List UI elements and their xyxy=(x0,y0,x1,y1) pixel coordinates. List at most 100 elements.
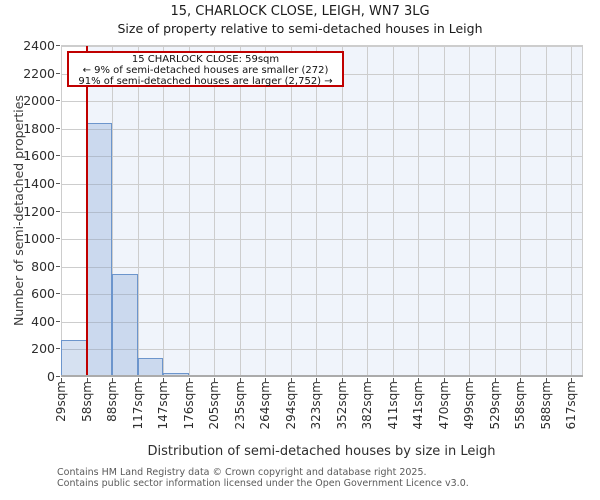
horizontal-gridline xyxy=(61,156,582,158)
x-tick-mark xyxy=(86,378,88,382)
x-tick-label: 617sqm xyxy=(564,381,578,430)
x-tick-mark xyxy=(163,378,164,382)
annotation-line-3: 91% of semi-detached houses are larger (… xyxy=(78,76,333,87)
vertical-gridline xyxy=(367,46,368,377)
y-tick-mark xyxy=(56,265,60,267)
x-axis-line xyxy=(61,375,583,377)
y-tick-mark xyxy=(56,100,60,102)
horizontal-gridline xyxy=(61,266,582,268)
y-tick-mark xyxy=(56,155,60,157)
x-tick-label: 588sqm xyxy=(538,381,553,430)
x-tick-mark xyxy=(341,378,343,382)
vertical-gridline xyxy=(163,46,164,377)
plot-area xyxy=(61,45,583,377)
vertical-gridline xyxy=(188,46,190,377)
vertical-gridline xyxy=(520,46,521,377)
vertical-gridline xyxy=(418,46,419,377)
vertical-gridline xyxy=(545,46,547,377)
x-tick-label: 205sqm xyxy=(207,381,221,430)
x-tick-mark xyxy=(571,378,572,382)
x-tick-mark xyxy=(469,378,470,382)
histogram-bar xyxy=(86,122,112,377)
vertical-gridline xyxy=(341,46,343,377)
vertical-gridline xyxy=(137,46,139,377)
x-tick-mark xyxy=(418,378,419,382)
x-tick-label: 323sqm xyxy=(309,381,323,430)
horizontal-gridline xyxy=(61,349,582,351)
x-tick-label: 499sqm xyxy=(462,381,476,430)
vertical-gridline xyxy=(443,46,445,377)
x-tick-mark xyxy=(367,378,368,382)
vertical-gridline xyxy=(61,46,62,377)
horizontal-gridline xyxy=(61,128,582,130)
histogram-bar xyxy=(112,273,138,377)
x-tick-mark xyxy=(137,378,139,382)
x-tick-mark xyxy=(188,378,190,382)
x-axis-title: Distribution of semi-detached houses by … xyxy=(147,444,496,459)
x-tick-label: 88sqm xyxy=(105,381,119,422)
y-tick-mark xyxy=(56,45,60,46)
x-tick-label: 117sqm xyxy=(130,381,145,430)
x-tick-mark xyxy=(239,378,241,382)
x-tick-label: 352sqm xyxy=(334,381,349,430)
y-tick-label: 2000 xyxy=(23,93,55,109)
vertical-gridline xyxy=(571,46,572,377)
annotation-box: 15 CHARLOCK CLOSE: 59sqm ← 9% of semi-de… xyxy=(67,51,344,87)
y-tick-label: 400 xyxy=(31,313,55,329)
horizontal-gridline xyxy=(61,239,582,241)
footer: Contains HM Land Registry data © Crown c… xyxy=(57,467,469,489)
vertical-gridline xyxy=(469,46,470,377)
y-tick-label: 800 xyxy=(31,258,55,274)
vertical-gridline xyxy=(112,46,113,377)
x-tick-mark xyxy=(316,378,317,382)
x-tick-label: 294sqm xyxy=(283,381,298,430)
horizontal-gridline xyxy=(61,183,582,185)
x-tick-label: 529sqm xyxy=(487,381,502,430)
vertical-gridline xyxy=(239,46,241,377)
y-tick-label: 1200 xyxy=(23,203,55,219)
horizontal-gridline xyxy=(61,211,582,213)
y-tick-mark xyxy=(56,210,60,212)
x-tick-label: 558sqm xyxy=(513,381,527,430)
y-tick-mark xyxy=(56,182,60,184)
x-tick-mark xyxy=(112,378,113,382)
x-tick-mark xyxy=(214,378,215,382)
x-tick-label: 470sqm xyxy=(436,381,451,430)
y-tick-label: 200 xyxy=(31,341,55,357)
y-tick-label: 600 xyxy=(31,286,55,302)
y-tick-label: 2400 xyxy=(23,38,55,53)
x-tick-label: 235sqm xyxy=(232,381,247,430)
y-tick-label: 0 xyxy=(47,369,55,384)
histogram-bar xyxy=(137,357,163,377)
y-tick-mark xyxy=(56,127,60,129)
x-tick-mark xyxy=(61,378,62,382)
x-tick-label: 382sqm xyxy=(360,381,374,430)
y-tick-mark xyxy=(56,320,60,322)
x-tick-mark xyxy=(494,378,496,382)
x-tick-mark xyxy=(443,378,445,382)
horizontal-gridline xyxy=(61,101,582,103)
x-tick-mark xyxy=(265,378,266,382)
y-tick-label: 1000 xyxy=(23,231,55,247)
horizontal-gridline xyxy=(61,294,582,296)
y-tick-label: 2200 xyxy=(23,65,55,81)
y-tick-mark xyxy=(56,376,60,377)
vertical-gridline xyxy=(494,46,496,377)
annotation-line-1: 15 CHARLOCK CLOSE: 59sqm xyxy=(131,54,280,65)
horizontal-gridline xyxy=(61,46,582,47)
y-tick-mark xyxy=(56,72,60,74)
x-tick-label: 29sqm xyxy=(54,381,68,422)
x-tick-label: 147sqm xyxy=(156,381,170,430)
footer-line-1: Contains HM Land Registry data © Crown c… xyxy=(57,467,427,478)
footer-line-2: Contains public sector information licen… xyxy=(57,477,469,489)
vertical-gridline xyxy=(214,46,215,377)
y-tick-mark xyxy=(56,348,60,350)
x-tick-mark xyxy=(545,378,547,382)
vertical-gridline xyxy=(290,46,292,377)
x-tick-label: 264sqm xyxy=(258,381,272,430)
chart-subtitle: Size of property relative to semi-detach… xyxy=(117,21,483,36)
annotation-line-2: ← 9% of semi-detached houses are smaller… xyxy=(82,65,329,76)
chart-title: 15, CHARLOCK CLOSE, LEIGH, WN7 3LG xyxy=(170,4,430,19)
x-tick-mark xyxy=(392,378,394,382)
